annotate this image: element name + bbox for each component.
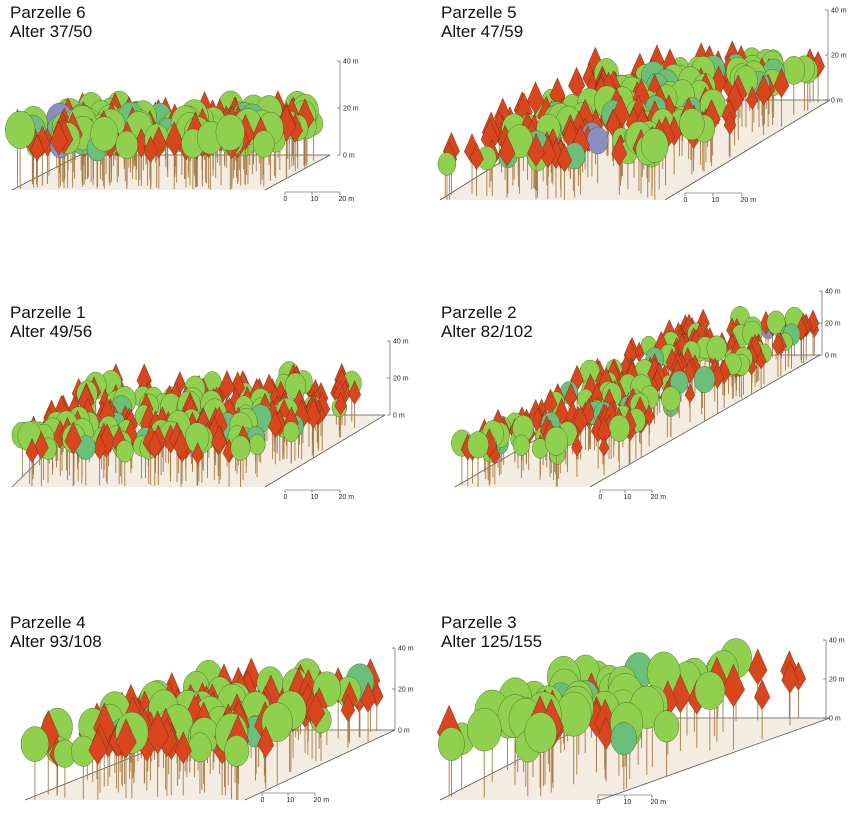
height-label: 0 m <box>398 728 410 735</box>
height-label: 40 m <box>829 638 845 645</box>
tree-crown <box>283 422 299 442</box>
height-label: 0 m <box>825 353 837 360</box>
tree-crown <box>679 108 704 140</box>
scale-label: 0 <box>599 494 603 501</box>
scale-label: 0 <box>684 197 688 204</box>
scale-label: 10 <box>712 197 720 204</box>
panel-age: Alter 47/59 <box>441 22 523 41</box>
scale-label: 20 m <box>651 494 667 501</box>
tree-crown <box>231 436 250 461</box>
tree-crown <box>661 387 680 411</box>
height-label: 20 m <box>343 106 359 113</box>
tree-crown <box>513 435 529 456</box>
scale-label: 0 <box>261 797 265 804</box>
tree-crown <box>754 679 770 709</box>
tree-crown <box>587 127 608 154</box>
tree-crown <box>654 711 679 742</box>
tree-crown <box>285 373 306 399</box>
panel-title: Parzelle 4 <box>10 613 86 632</box>
tree-crown <box>694 366 715 392</box>
height-label: 20 m <box>398 687 414 694</box>
tree-crown <box>438 727 464 760</box>
scale-label: 10 <box>624 494 632 501</box>
tree-crown <box>468 431 489 458</box>
height-label: 0 m <box>343 153 355 160</box>
tree-crown <box>224 735 249 766</box>
scale-label: 20 m <box>314 797 330 804</box>
tree-crown <box>695 672 725 710</box>
tree-crown <box>525 712 557 752</box>
tree-crown <box>116 131 138 159</box>
scale-label: 0 <box>597 799 601 806</box>
scale-label: 0 <box>284 494 288 501</box>
scale-label: 20 m <box>339 196 355 203</box>
tree-crown <box>611 722 637 755</box>
tree-crown <box>609 415 630 441</box>
tree-crown <box>438 153 456 176</box>
tree-crown <box>216 114 245 150</box>
figure: Parzelle 6Alter 37/5040 m20 m0 m01020 mP… <box>0 0 852 827</box>
height-label: 40 m <box>831 8 847 15</box>
height-label: 20 m <box>829 677 845 684</box>
scale-label: 0 <box>284 196 288 203</box>
scale-label: 10 <box>311 494 319 501</box>
height-label: 40 m <box>398 646 414 653</box>
scale-label: 10 <box>624 799 632 806</box>
panel-title: Parzelle 1 <box>10 303 86 322</box>
height-label: 20 m <box>825 321 841 328</box>
tree-crown <box>21 727 49 762</box>
tree-crown <box>707 336 727 361</box>
height-label: 0 m <box>393 413 405 420</box>
tree-crown <box>467 708 501 751</box>
height-label: 20 m <box>831 53 847 60</box>
scale-label: 20 m <box>741 197 757 204</box>
panel-title: Parzelle 3 <box>441 613 517 632</box>
tree-crown <box>188 733 211 762</box>
tree-crown <box>641 128 668 162</box>
panel-age: Alter 82/102 <box>441 322 533 341</box>
panel-title: Parzelle 2 <box>441 303 517 322</box>
height-label: 20 m <box>393 376 409 383</box>
tree-crown <box>249 434 265 455</box>
panel-age: Alter 49/56 <box>10 322 92 341</box>
panel-title: Parzelle 5 <box>441 3 517 22</box>
tree-crown <box>5 111 35 149</box>
scale-label: 20 m <box>339 494 355 501</box>
panel-title: Parzelle 6 <box>10 3 86 22</box>
tree-crown <box>91 117 118 152</box>
panel-age: Alter 93/108 <box>10 632 102 651</box>
height-label: 40 m <box>825 289 841 296</box>
scale-label: 20 m <box>651 799 667 806</box>
scale-label: 10 <box>311 196 319 203</box>
panel-age: Alter 37/50 <box>10 22 92 41</box>
scale-label: 10 <box>287 797 295 804</box>
page: {"panels": [ {"title": "Parzelle 6", "ag… <box>0 0 852 827</box>
tree-crown <box>116 440 133 462</box>
height-label: 40 m <box>393 339 409 346</box>
tree-crown <box>253 131 274 158</box>
panel-age: Alter 125/155 <box>441 632 542 651</box>
height-label: 40 m <box>343 59 359 66</box>
height-label: 0 m <box>829 716 841 723</box>
tree-crown <box>545 427 568 456</box>
height-label: 0 m <box>831 98 843 105</box>
